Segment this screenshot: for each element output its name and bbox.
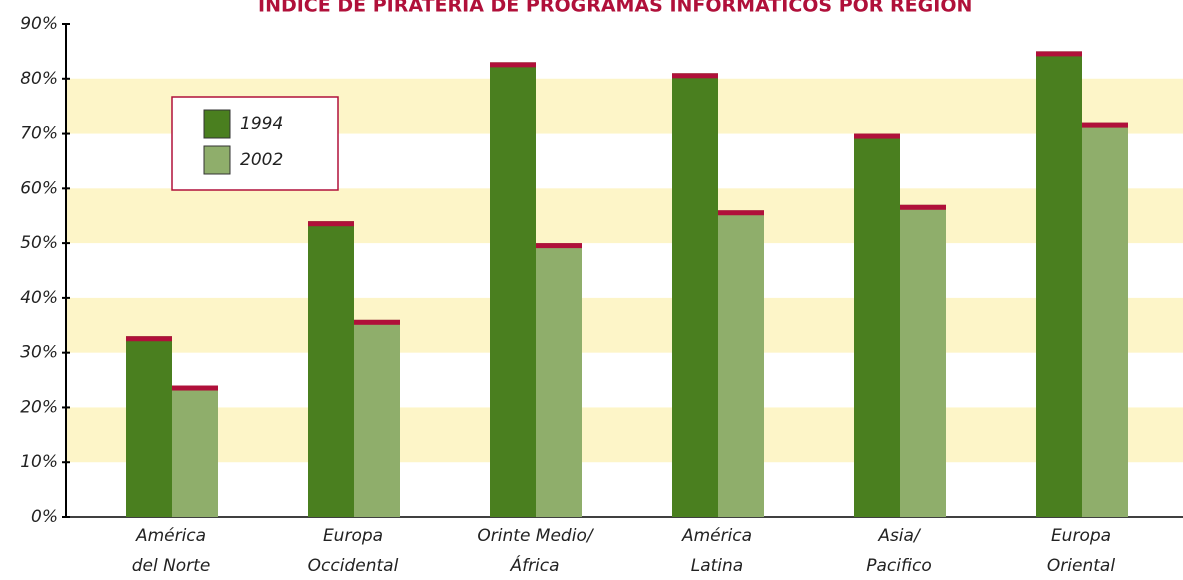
legend: 1994 2002 [171,96,339,191]
bar-cap [718,210,764,216]
bar [126,336,172,517]
grid-band [66,407,1183,463]
x-tick-label: África [509,554,559,576]
x-tick-label: Occidental [308,556,399,576]
y-tick-label: 10% [20,452,58,472]
legend-label: 1994 [240,114,283,134]
bar-cap [536,243,582,249]
y-tick-label: 30% [20,343,58,363]
x-tick-label: Latina [691,556,743,576]
bar-cap [308,221,354,227]
bar-cap [172,385,218,391]
x-tick-label: del Norte [132,556,211,576]
bar [172,385,218,517]
bar [308,221,354,517]
y-tick-label: 90% [20,14,58,34]
legend-swatch [203,145,231,175]
bar [1036,51,1082,518]
bar [490,62,536,517]
y-tick-label: 40% [20,288,58,308]
x-tick-label: Europa [323,526,383,546]
x-tick-label: Pacifico [866,556,931,576]
x-tick-label: Asia/ [877,526,922,546]
y-tick-label: 50% [20,233,58,253]
bar-cap [1036,51,1082,57]
bar-cap [900,204,946,210]
y-tick-label: 80% [20,69,58,89]
bar-cap [126,336,172,342]
bar [718,210,764,517]
legend-swatch [203,109,231,139]
legend-label: 2002 [240,150,283,170]
y-tick-label: 60% [20,178,58,198]
bar [536,243,582,517]
bar [1082,122,1128,517]
bar [854,133,900,518]
bar [900,204,946,517]
x-tick-label: Orinte Medio/ [477,526,594,546]
bar-cap [672,73,718,79]
legend-box [171,96,339,191]
bar-cap [854,133,900,139]
grid-band [66,297,1183,353]
y-tick-label: 0% [31,507,58,527]
bar [672,73,718,518]
x-tick-label: América [135,526,206,546]
x-tick-label: América [681,526,752,546]
bar-cap [1082,122,1128,128]
grid-band [66,188,1183,244]
bar [354,319,400,517]
chart-title: ÍNDICE DE PIRATERÍA DE PROGRAMAS INFORMÁ… [258,0,972,17]
y-tick-label: 20% [20,397,58,417]
bar-cap [490,62,536,68]
bar-cap [354,319,400,325]
y-tick-label: 70% [20,124,58,144]
x-tick-label: Europa [1051,526,1111,546]
x-tick-label: Oriental [1047,556,1115,576]
